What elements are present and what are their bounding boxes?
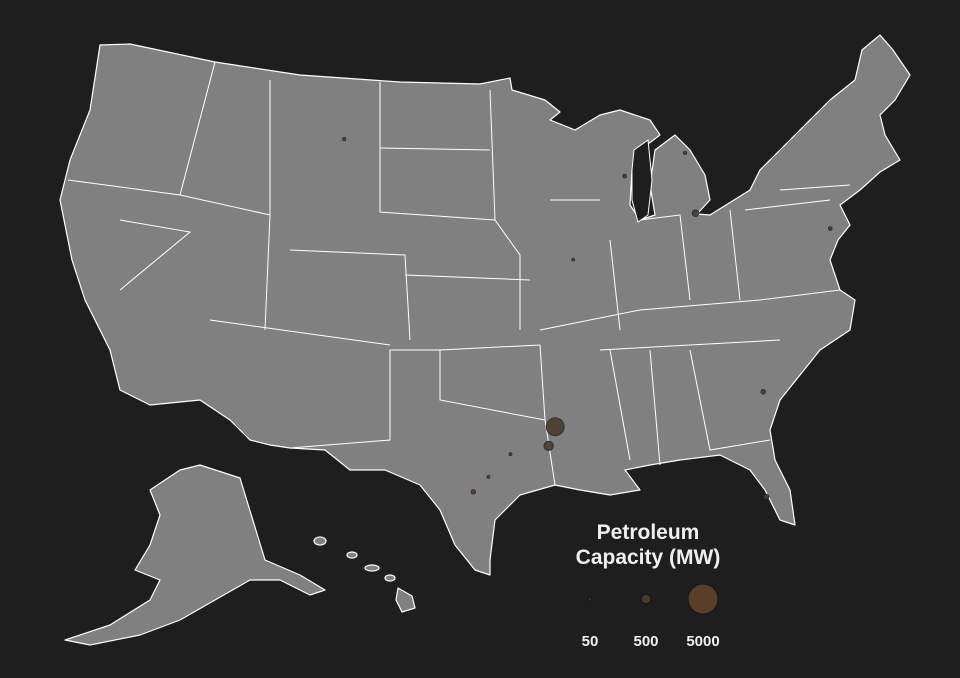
plant-point <box>622 173 627 179</box>
plant-point <box>470 489 477 495</box>
plant-point <box>543 440 554 452</box>
alaska <box>64 464 326 646</box>
plant-point <box>827 226 833 231</box>
plant-point <box>342 136 347 142</box>
plant-point <box>683 150 688 155</box>
legend-title-line2: Capacity (MW) <box>576 546 721 569</box>
hawaii <box>313 536 416 613</box>
plant-points <box>342 136 833 500</box>
legend-label-5000: 5000 <box>686 633 719 650</box>
lake-michigan <box>631 139 653 223</box>
plant-point <box>486 474 491 479</box>
plant-point <box>691 209 700 217</box>
legend-label-50: 50 <box>582 633 599 650</box>
plant-point <box>760 389 766 395</box>
plant-point <box>508 452 513 457</box>
legend: Petroleum Capacity (MW) 50 500 5000 <box>576 521 721 650</box>
state-borders <box>67 61 851 486</box>
legend-circle-50 <box>588 597 592 601</box>
plant-point <box>763 493 770 500</box>
legend-circle-5000 <box>687 583 719 615</box>
plant-point <box>571 257 576 262</box>
plant-point <box>545 417 565 437</box>
legend-label-500: 500 <box>633 633 658 650</box>
legend-circle-500 <box>640 593 652 605</box>
legend-title-line1: Petroleum <box>597 521 700 544</box>
